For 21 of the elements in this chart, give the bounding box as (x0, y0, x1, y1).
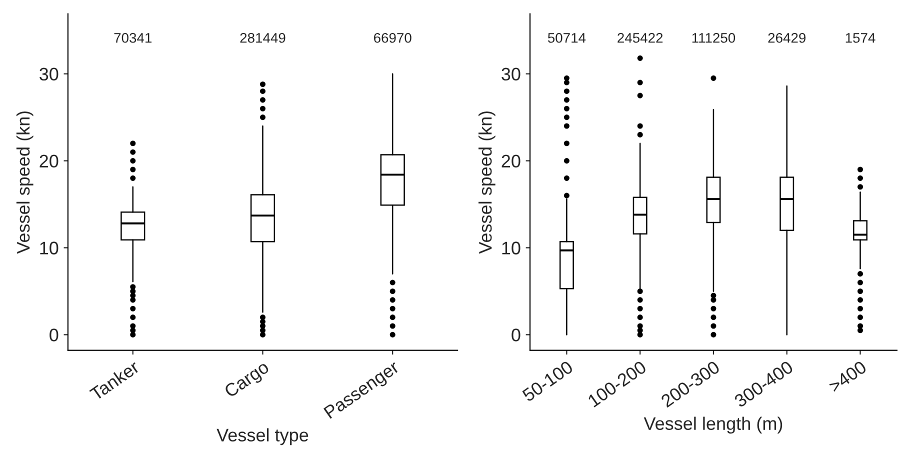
annotation: 111250 (692, 32, 736, 43)
y-axis-title: Vessel speed (kn) (16, 111, 34, 254)
y-axis-title: Vessel speed (kn) (478, 111, 496, 254)
y-tick-label: 20 (502, 154, 520, 168)
y-tick-label: 30 (502, 68, 520, 81)
annotation: 1574 (846, 33, 876, 43)
y-tick-label: 0 (50, 328, 58, 342)
y-tick-label: 10 (502, 242, 520, 254)
y-tick-label: 30 (40, 68, 58, 81)
annotation: 50714 (548, 32, 586, 43)
annotation: 66970 (374, 32, 412, 43)
x-tick-label: >400 (828, 360, 868, 394)
annotation: 281449 (240, 32, 286, 43)
y-tick-label: 10 (40, 242, 58, 254)
x-axis-title: Vessel length (m) (644, 416, 782, 434)
annotation: 26429 (768, 32, 806, 43)
y-tick-label: 20 (40, 154, 58, 168)
annotation: 70341 (114, 32, 152, 43)
x-axis-title: Vessel type (216, 428, 308, 446)
annotation: 245422 (618, 32, 663, 43)
y-tick-label: 0 (512, 328, 520, 342)
